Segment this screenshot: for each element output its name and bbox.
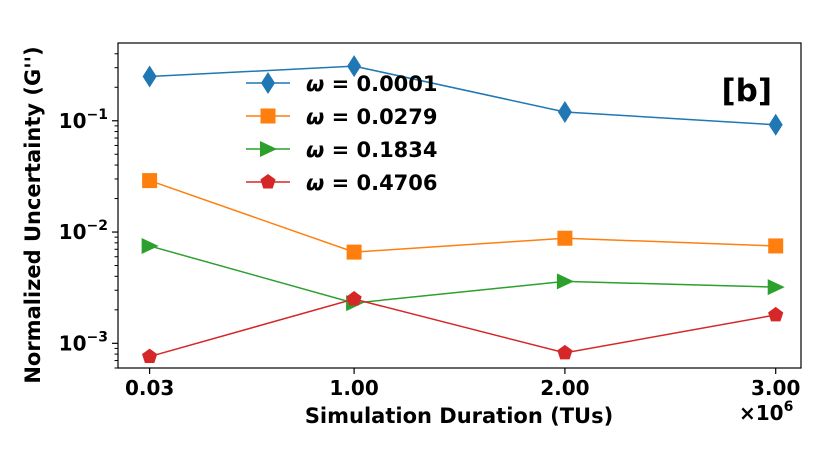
series-3-point-2 xyxy=(557,344,573,360)
plot-area xyxy=(117,42,802,369)
x-axis-multiplier-base: ×10 xyxy=(739,401,784,425)
series-line-2 xyxy=(149,245,776,304)
x-tick-label-0: 0.03 xyxy=(125,376,174,400)
legend-marker-0 xyxy=(261,72,275,94)
series-0-point-0 xyxy=(142,65,157,88)
series-1-point-2 xyxy=(557,230,573,246)
legend-marker-1 xyxy=(260,108,276,124)
series-2-point-3 xyxy=(767,279,785,296)
series-line-3 xyxy=(149,298,776,358)
series-0-point-2 xyxy=(557,100,572,123)
series-0-point-1 xyxy=(347,55,362,78)
series-line-0 xyxy=(149,65,776,126)
series-2-point-2 xyxy=(556,273,574,290)
x-axis-label: Simulation Duration (TUs) xyxy=(305,404,613,428)
legend-label-0: ω = 0.0001 xyxy=(306,72,438,96)
series-3-point-1 xyxy=(346,291,362,306)
series-1-point-0 xyxy=(142,173,158,189)
y-axis-label: Normalized Uncertainty (G'') xyxy=(21,46,45,383)
legend-marker-3 xyxy=(260,174,276,189)
x-axis-multiplier: ×106 xyxy=(739,399,793,425)
series-2-point-0 xyxy=(141,237,159,254)
axis-layer: 0.03 1.00 2.00 3.00 10−3 10−2 10−1 xyxy=(59,53,800,400)
series-3-point-0 xyxy=(142,348,158,364)
y-tick-label-0: 10−3 xyxy=(59,329,108,355)
legend-label-3: ω = 0.4706 xyxy=(306,171,438,195)
legend: ω = 0.0001 ω = 0.0279 ω = 0.1834 ω = 0.4706 xyxy=(246,72,438,195)
series-1-point-1 xyxy=(346,244,362,260)
x-tick-label-3: 3.00 xyxy=(751,376,800,400)
y-tick-label-1: 10−2 xyxy=(59,218,108,244)
x-tick-label-2: 2.00 xyxy=(540,376,589,400)
series-layer xyxy=(141,55,785,364)
annotation-label: [b] xyxy=(721,73,772,109)
series-line-1 xyxy=(149,179,776,253)
x-tick-label-1: 1.00 xyxy=(329,376,378,400)
y-tick-label-2: 10−1 xyxy=(59,107,108,133)
x-axis-multiplier-exp: 6 xyxy=(784,399,794,415)
series-0-point-3 xyxy=(768,113,783,136)
series-1-point-3 xyxy=(768,238,784,254)
series-3-point-3 xyxy=(768,306,784,322)
legend-label-2: ω = 0.1834 xyxy=(306,138,438,162)
legend-label-1: ω = 0.0279 xyxy=(306,105,438,129)
legend-marker-2 xyxy=(260,141,277,157)
